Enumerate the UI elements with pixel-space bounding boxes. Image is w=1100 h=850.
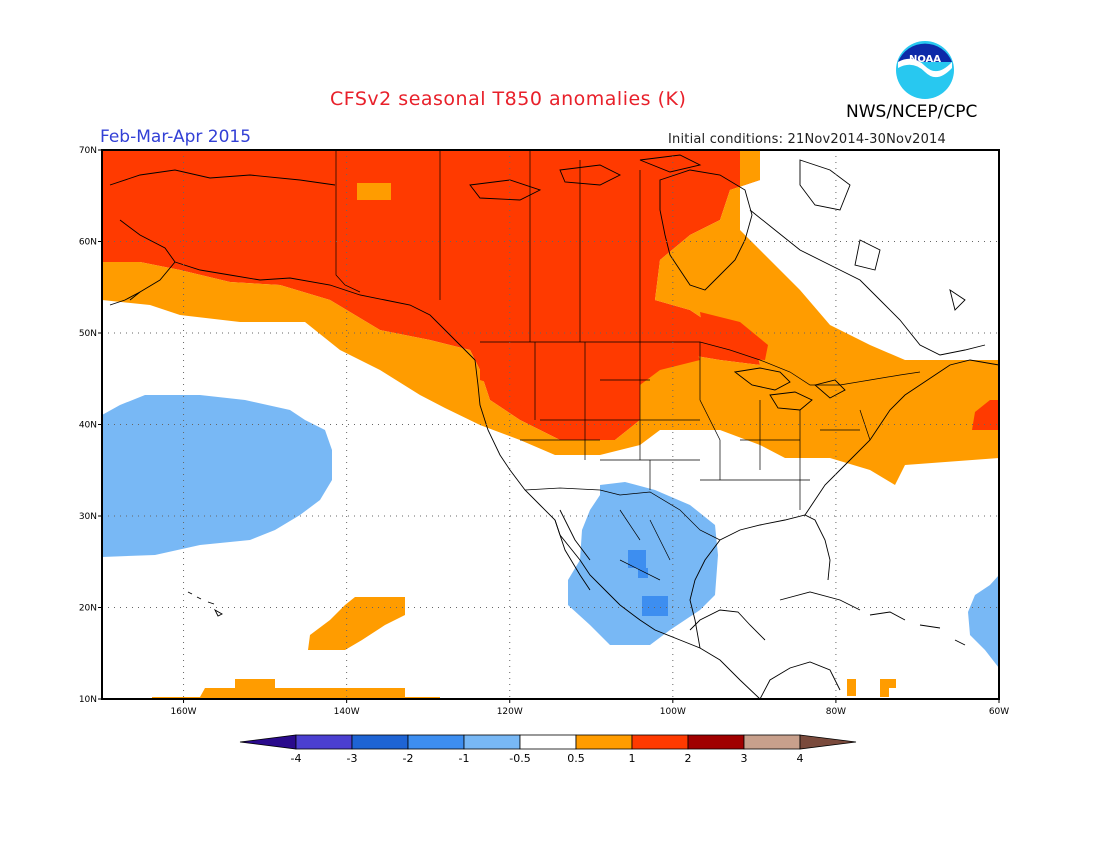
lon-tick-label: 100W	[660, 707, 686, 717]
anomaly-region-orange-tropics	[152, 679, 440, 699]
anomaly-region-blue-atlantic	[968, 575, 999, 668]
border-mexico-states	[619, 509, 671, 581]
coastline-great-lakes	[733, 367, 846, 411]
colorbar-label: -3	[347, 752, 358, 765]
colorbar-label: 2	[685, 752, 692, 765]
lat-tick-label: 60N	[79, 238, 97, 248]
coastline-east-coast	[804, 359, 999, 516]
anomaly-region-blue-pacific	[102, 395, 332, 557]
colorbar-bin	[575, 734, 633, 750]
lon-tick-label: 120W	[497, 707, 523, 717]
colorbar-bin	[295, 734, 353, 750]
border-canada-provinces	[439, 150, 641, 342]
colorbar-bin	[407, 734, 465, 750]
coastline-gulf	[689, 514, 831, 649]
colorbar-bin	[743, 734, 801, 750]
anomaly-region-orange-north	[102, 150, 999, 485]
lat-tick-label: 70N	[79, 146, 97, 156]
colorbar-label: 3	[741, 752, 748, 765]
anomaly-region-orange-caribbean-2	[880, 679, 896, 688]
coastline-baja	[554, 509, 591, 591]
lat-tick-label: 20N	[79, 604, 97, 614]
colorbar-arrow-low	[239, 734, 297, 750]
coastline-labrador	[749, 209, 986, 356]
anomaly-region-orange-arctic	[357, 183, 391, 200]
anomaly-region-orange-caribbean-3	[880, 688, 889, 697]
colorbar-label: 4	[797, 752, 804, 765]
lat-tick-label: 10N	[79, 695, 97, 705]
border-us-canada	[480, 341, 921, 386]
anomaly-region-orange-pacific	[308, 597, 405, 650]
agency-label: NWS/NCEP/CPC	[846, 102, 978, 122]
political-borders	[335, 150, 921, 581]
coastline-west-coast	[474, 359, 761, 699]
coastline-aleutians	[109, 291, 141, 306]
border-us-mexico	[524, 487, 721, 541]
colorbar-bin	[687, 734, 745, 750]
anomaly-region-blue-strong-2	[638, 568, 648, 578]
forecast-period: Feb-Mar-Apr 2015	[100, 127, 252, 147]
colorbar-bin	[351, 734, 409, 750]
colorbar-label: 1	[629, 752, 636, 765]
colorbar-label: 0.5	[567, 752, 585, 765]
lat-tick-label: 50N	[79, 329, 97, 339]
colorbar-bin	[519, 734, 577, 750]
colorbar-label: -1	[459, 752, 470, 765]
lon-tick-label: 60W	[989, 707, 1009, 717]
coastline-central-america	[689, 609, 841, 699]
lat-tick-label: 40N	[79, 421, 97, 431]
noaa-logo-icon: NOAA	[896, 41, 954, 99]
lat-tick-label: 30N	[79, 512, 97, 522]
anomaly-region-red-great-lakes	[700, 312, 768, 360]
colorbar-label: -0.5	[509, 752, 530, 765]
axis-ticks: 160W 140W 120W 100W 80W 60W 10N 20N 30N 40N 50N 60N…	[79, 146, 1009, 717]
coastline-hawaii	[187, 591, 223, 617]
anomaly-region-orange-caribbean-1	[847, 679, 856, 696]
lon-tick-label: 80W	[826, 707, 846, 717]
colorbar-arrow-high	[799, 734, 857, 750]
lon-tick-label: 160W	[171, 707, 197, 717]
initial-conditions: Initial conditions: 21Nov2014-30Nov2014	[668, 132, 946, 147]
colorbar-label: -2	[403, 752, 414, 765]
border-alaska-canada	[335, 150, 361, 293]
anomaly-region-blue-strong-3	[642, 596, 668, 616]
noaa-logo-text: NOAA	[909, 54, 941, 65]
coastline-caribbean	[779, 591, 966, 646]
anomaly-region-blue-strong-1	[628, 550, 646, 568]
map-title: CFSv2 seasonal T850 anomalies (K)	[330, 88, 687, 110]
lon-tick-label: 140W	[334, 707, 360, 717]
anomaly-region-red-atlantic	[972, 400, 999, 430]
colorbar: -4 -3 -2 -1 -0.5 0.5 1 2 3 4	[239, 734, 857, 765]
colorbar-bin	[463, 734, 521, 750]
colorbar-label: -4	[291, 752, 302, 765]
border-us-states	[520, 342, 871, 510]
colorbar-bin	[631, 734, 689, 750]
